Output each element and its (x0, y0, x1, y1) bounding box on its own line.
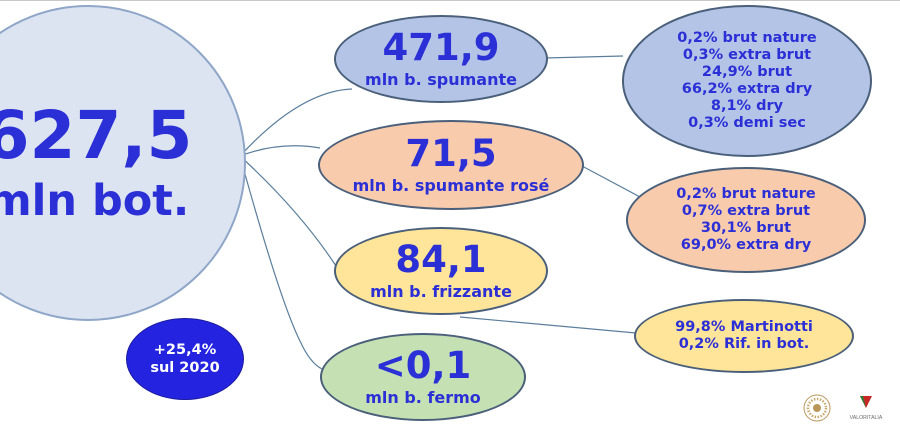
category-fermo-value: <0,1 (374, 344, 472, 387)
breakdown-item: 8,1% dry (710, 98, 784, 114)
breakdown-item: 0,7% extra brut (681, 203, 811, 219)
breakdown-item: 0,3% demi sec (688, 115, 806, 131)
breakdown-item: 99,8% Martinotti (675, 319, 813, 335)
category-frizzante: 84,1 mln b. frizzante (334, 227, 548, 315)
valoritalia-logo: VALORITALIA (850, 396, 883, 421)
category-rose-label: mln b. spumante rosé (352, 176, 550, 195)
breakdown-item: 69,0% extra dry (680, 237, 812, 253)
breakdown-spumante-rose: 0,2% brut nature 0,7% extra brut 30,1% b… (626, 167, 866, 273)
footer-logos: VALORITALIA (803, 394, 883, 422)
connector-total-frizzante (239, 155, 337, 267)
connector-rose-breakdown (581, 165, 641, 198)
breakdown-item: 0,3% extra brut (682, 47, 812, 63)
breakdown-item: 66,2% extra dry (681, 81, 813, 97)
connector-total-fermo (239, 155, 323, 370)
category-fermo: <0,1 mln b. fermo (320, 333, 526, 421)
category-rose-value: 71,5 (405, 132, 497, 175)
growth-badge: +25,4% sul 2020 (126, 318, 244, 400)
total-value: 627,5 (0, 97, 193, 174)
breakdown-item: 0,2% brut nature (677, 30, 817, 46)
growth-percent: +25,4% (153, 342, 217, 358)
connector-total-rose (239, 145, 321, 157)
total-ellipse: 627,5 mln bot. (0, 5, 246, 321)
breakdown-spumante: 0,2% brut nature 0,3% extra brut 24,9% b… (622, 5, 872, 157)
breakdown-item: 30,1% brut (700, 220, 792, 236)
category-spumante: 471,9 mln b. spumante (334, 15, 548, 103)
category-spumante-value: 471,9 (382, 26, 500, 69)
connector-total-spumante (239, 88, 353, 157)
growth-period: sul 2020 (150, 360, 220, 376)
breakdown-item: 0,2% Rif. in bot. (678, 336, 810, 352)
connector-frizzante-breakdown (459, 316, 637, 334)
valoritalia-text: VALORITALIA (850, 415, 883, 421)
category-spumante-rose: 71,5 mln b. spumante rosé (318, 120, 584, 210)
category-spumante-label: mln b. spumante (365, 70, 517, 89)
breakdown-item: 0,2% brut nature (676, 186, 816, 202)
breakdown-frizzante: 99,8% Martinotti 0,2% Rif. in bot. (634, 299, 854, 373)
category-frizzante-label: mln b. frizzante (370, 282, 512, 301)
category-fermo-label: mln b. fermo (365, 388, 481, 407)
seal-logo-icon (803, 394, 831, 422)
category-frizzante-value: 84,1 (395, 238, 487, 281)
connector-spumante-breakdown (544, 55, 624, 59)
total-unit: mln bot. (0, 176, 190, 226)
breakdown-item: 24,9% brut (701, 64, 793, 80)
